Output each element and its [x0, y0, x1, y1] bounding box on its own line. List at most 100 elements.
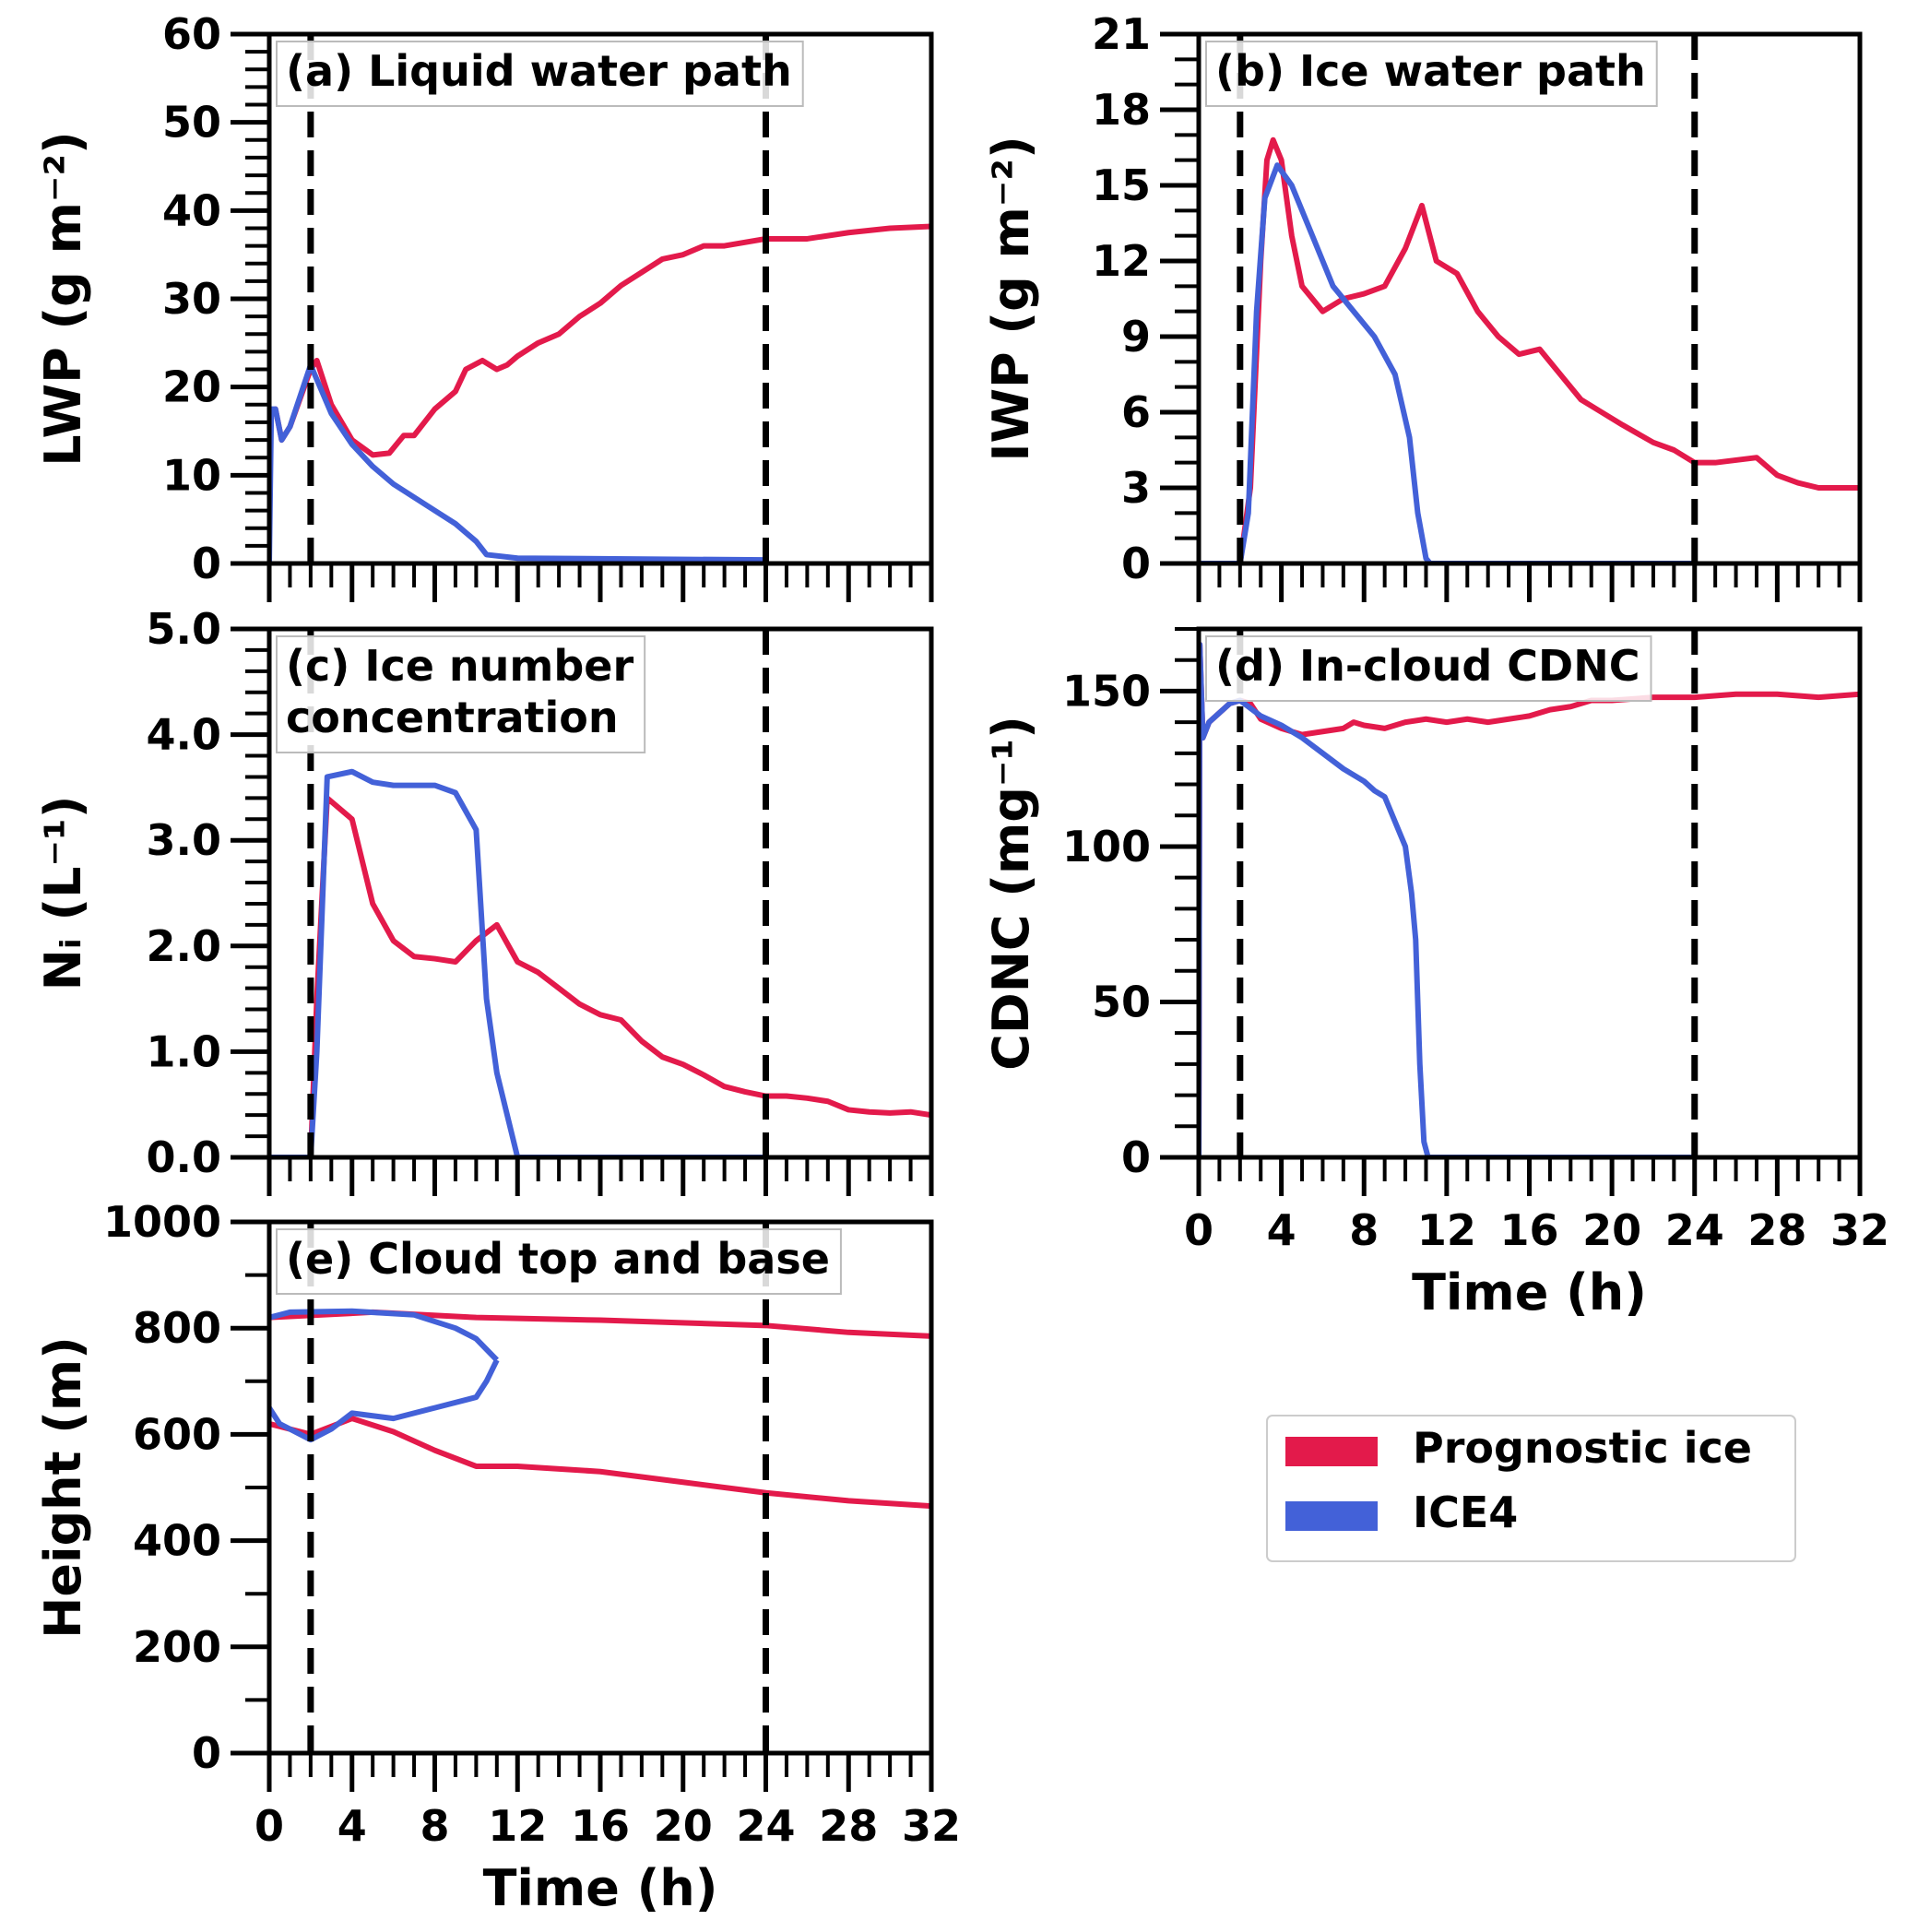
panel-1: 0 3 6 9 12 15 18 21 IWP (g m⁻²) (b) Ice water pat…	[982, 9, 1863, 602]
series-line-prognostic-ice	[1199, 641, 1860, 1157]
x-axis-label: Time (h)	[483, 1859, 718, 1917]
panel-title: (e) Cloud top and base	[276, 1228, 842, 1295]
y-tick-label: 0.0	[147, 1132, 222, 1182]
x-tick-label: 32	[1830, 1205, 1889, 1255]
title-text: (d) In-cloud CDNC	[1215, 641, 1640, 691]
plot-frame	[1196, 31, 1863, 566]
y-tick-label: 15	[1092, 160, 1151, 210]
y-axis-label: IWP (g m⁻²)	[982, 136, 1040, 461]
plot-frame	[266, 31, 934, 566]
y-axis-label: LWP (g m⁻²)	[34, 131, 92, 466]
y-tick-label: 800	[133, 1303, 221, 1353]
legend: Prognostic ice ICE4	[1266, 1415, 1796, 1562]
x-tick-label: 20	[1582, 1205, 1641, 1255]
y-tick-label: 4.0	[147, 710, 222, 760]
y-tick-label: 40	[162, 185, 221, 235]
y-tick-label: 3	[1121, 463, 1151, 513]
title-box	[1205, 635, 1652, 702]
panel-4: 0 4 8 12 16 20 24 28 32 Time (h) 0 200 400 600 800 1000…	[34, 1197, 961, 1917]
y-tick-label: 3.0	[147, 815, 222, 865]
title-box	[276, 41, 804, 107]
y-tick-label: 100	[1062, 822, 1151, 871]
y-tick-label: 50	[1092, 977, 1151, 1026]
x-tick-label: 28	[819, 1801, 878, 1851]
y-tick-label: 50	[162, 98, 221, 148]
y-tick-label: 0	[1121, 539, 1151, 588]
y-axis-label: Nᵢ (L⁻¹)	[34, 796, 92, 991]
y-tick-label: 21	[1092, 9, 1151, 59]
title-box	[276, 635, 646, 753]
x-tick-label: 16	[1499, 1205, 1558, 1255]
y-tick-label: 5.0	[147, 604, 222, 654]
title-text: (a) Liquid water path	[286, 46, 792, 96]
title-text: (e) Cloud top and base	[286, 1234, 830, 1284]
panel-3: 0 4 8 12 16 20 24 28 32 Time (h) 0 50 100 150 CDNC (mg…	[982, 626, 1889, 1322]
panel-title: (a) Liquid water path	[276, 41, 804, 107]
x-tick-label: 8	[420, 1801, 449, 1851]
x-tick-label: 4	[1267, 1205, 1296, 1255]
y-tick-label: 400	[133, 1516, 221, 1566]
x-tick-label: 8	[1349, 1205, 1379, 1255]
y-tick-label: 60	[162, 9, 221, 59]
y-tick-label: 18	[1092, 85, 1151, 135]
series-line-ice4-top	[269, 1308, 499, 1362]
y-tick-label: 9	[1121, 312, 1151, 362]
title-text: (c) Ice number	[286, 641, 633, 691]
y-tick-label: 20	[162, 362, 221, 412]
y-tick-label: 0	[192, 1728, 221, 1778]
y-tick-label: 12	[1092, 236, 1151, 286]
x-tick-label: 24	[1665, 1205, 1724, 1255]
x-tick-label: 0	[1184, 1205, 1213, 1255]
y-axis-label: CDNC (mg⁻¹)	[982, 716, 1040, 1071]
x-tick-label: 20	[654, 1801, 713, 1851]
series-line-ice4	[1199, 641, 1695, 1157]
legend-swatch-ice4	[1285, 1501, 1378, 1531]
title-box	[1205, 41, 1658, 107]
plot-frame	[266, 626, 934, 1160]
series-line-ice4-base	[269, 1358, 500, 1443]
y-tick-label: 150	[1062, 666, 1151, 716]
y-tick-label: 1000	[103, 1197, 221, 1247]
series-line-ice4	[269, 768, 766, 1157]
x-tick-label: 28	[1747, 1205, 1806, 1255]
x-tick-label: 0	[255, 1801, 284, 1851]
series-line-prognostic-ice	[269, 223, 931, 458]
x-tick-label: 12	[488, 1801, 547, 1851]
y-tick-label: 2.0	[147, 921, 222, 971]
x-tick-label: 4	[337, 1801, 367, 1851]
series-line-ice4	[269, 362, 766, 563]
plot-frame	[1196, 626, 1863, 1160]
series-line-prognostic-ice-base	[269, 1416, 931, 1510]
panel-0: 0 10 20 30 40 50 60 LWP (g m⁻²) (a) Liquid water…	[34, 9, 934, 602]
series-line-prognostic-ice	[269, 795, 931, 1157]
legend-label-prognostic: Prognostic ice	[1413, 1423, 1752, 1473]
panel-title: (d) In-cloud CDNC	[1205, 635, 1652, 702]
y-tick-label: 6	[1121, 387, 1151, 437]
series-line-prognostic-ice	[1199, 136, 1860, 563]
y-tick-label: 0	[192, 539, 221, 588]
x-tick-label: 24	[736, 1801, 795, 1851]
x-axis-label: Time (h)	[1412, 1263, 1647, 1322]
title-text: (b) Ice water path	[1215, 46, 1646, 96]
x-tick-label: 12	[1417, 1205, 1476, 1255]
y-tick-label: 10	[162, 450, 221, 500]
y-tick-label: 200	[133, 1622, 221, 1672]
legend-swatch-prognostic	[1285, 1437, 1378, 1466]
x-tick-label: 16	[571, 1801, 630, 1851]
series-line-prognostic-ice-top	[269, 1309, 931, 1339]
x-tick-label: 32	[902, 1801, 961, 1851]
y-tick-label: 30	[162, 274, 221, 324]
series-line-ice4	[1199, 162, 1695, 563]
y-axis-label: Height (m)	[34, 1336, 92, 1639]
y-tick-label: 600	[133, 1409, 221, 1459]
panel-title: (b) Ice water path	[1205, 41, 1658, 107]
panel-2: 0.0 1.0 2.0 3.0 4.0 5.0 Nᵢ (L⁻¹) (c) Ice number…	[34, 604, 934, 1196]
y-tick-label: 1.0	[147, 1026, 222, 1076]
y-tick-label: 0	[1121, 1132, 1151, 1182]
title-text: concentration	[286, 693, 619, 742]
title-box	[276, 1228, 842, 1295]
plot-frame	[266, 1219, 934, 1756]
legend-label-ice4: ICE4	[1413, 1488, 1518, 1537]
